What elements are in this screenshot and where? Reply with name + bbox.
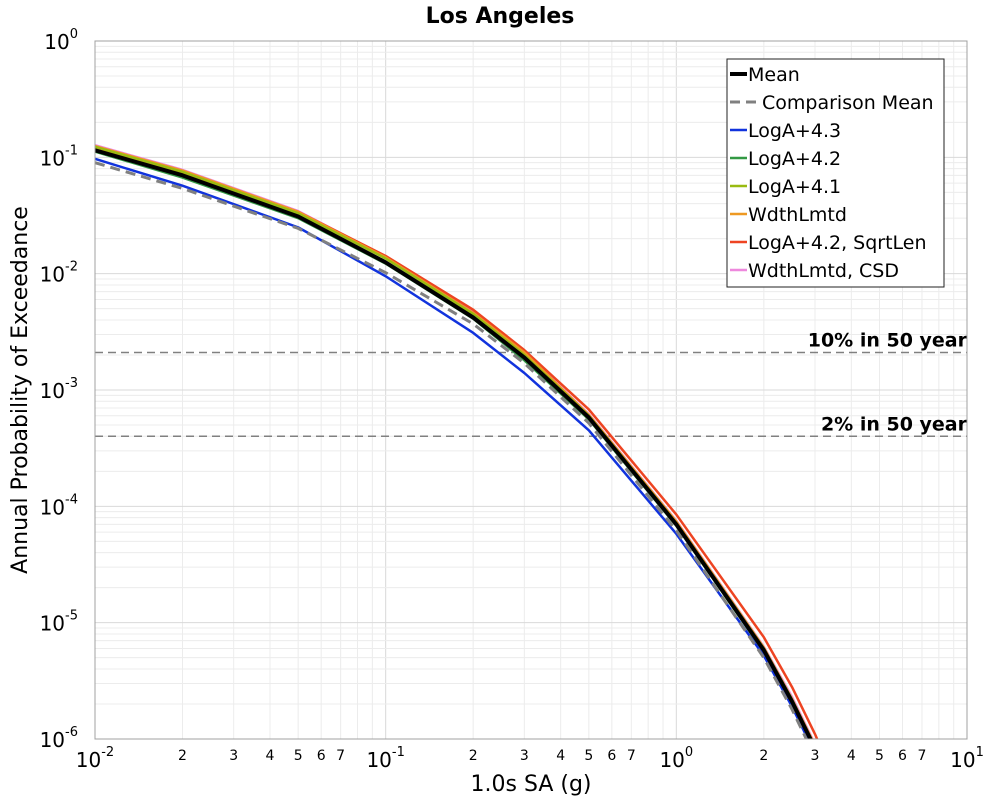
x-minor-tick-label: 2 [178, 748, 187, 764]
legend-entry-label: Comparison Mean [762, 92, 934, 114]
x-tick-label: 101 [950, 745, 984, 772]
y-axis-label: Annual Probability of Exceedance [8, 206, 33, 574]
reference-line-label: 2% in 50 year [821, 413, 968, 435]
legend-entry-label: LogA+4.2 [748, 148, 841, 170]
x-minor-tick-label: 2 [759, 748, 768, 764]
x-axis-label: 1.0s SA (g) [471, 772, 592, 797]
legend-entry-label: WdthLmtd, CSD [748, 260, 899, 282]
y-tick-label: 10-4 [40, 492, 78, 519]
legend-entry-label: Mean [748, 64, 800, 86]
x-minor-tick-label: 4 [847, 748, 856, 764]
y-axis-ticks: 100 10-1 10-2 10-3 10-4 10-5 10-6 [40, 27, 78, 752]
legend-entry-label: WdthLmtd [748, 204, 847, 226]
x-minor-tick-label: 7 [918, 748, 927, 764]
series-lines [95, 144, 819, 739]
legend-box [726, 58, 945, 288]
x-minor-tick-label: 2 [469, 748, 478, 764]
y-tick-label: 100 [44, 27, 78, 54]
x-minor-tick-label: 7 [336, 748, 345, 764]
x-tick-label: 10-2 [76, 745, 114, 772]
x-minor-tick-label: 3 [520, 748, 529, 764]
x-minor-tick-label: 4 [556, 748, 565, 764]
grid [94, 41, 967, 740]
legend-entry-label: LogA+4.3 [748, 120, 841, 142]
x-minor-tick-label: 7 [627, 748, 636, 764]
legend: Mean Comparison Mean LogA+4.3 LogA+4.2 LogA+… [726, 58, 945, 288]
legend-entry-label: LogA+4.1 [748, 176, 841, 198]
x-minor-tick-label: 6 [317, 748, 326, 764]
legend-entry-label: LogA+4.2, SqrtLen [748, 232, 927, 254]
chart-title: Los Angeles [426, 4, 575, 29]
x-minor-tick-label: 5 [584, 748, 593, 764]
x-minor-tick-label: 3 [229, 748, 238, 764]
series-line [95, 161, 808, 739]
plot-area [94, 40, 968, 740]
y-tick-label: 10-3 [40, 376, 78, 403]
y-tick-label: 10-6 [40, 725, 78, 752]
x-minor-tick-label: 4 [266, 748, 275, 764]
y-tick-label: 10-5 [40, 609, 78, 636]
reference-line-label: 10% in 50 year [808, 330, 968, 352]
x-tick-label: 10-1 [366, 745, 404, 772]
x-minor-tick-label: 5 [294, 748, 303, 764]
x-minor-tick-label: 3 [811, 748, 820, 764]
x-minor-tick-label: 5 [875, 748, 884, 764]
x-tick-label: 100 [659, 745, 693, 772]
x-minor-tick-label: 6 [607, 748, 616, 764]
series-line [95, 148, 813, 739]
y-tick-label: 10-1 [40, 143, 78, 170]
reference-lines: 10% in 50 year 2% in 50 year [95, 330, 968, 438]
x-minor-tick-label: 6 [898, 748, 907, 764]
y-tick-label: 10-2 [40, 260, 78, 287]
